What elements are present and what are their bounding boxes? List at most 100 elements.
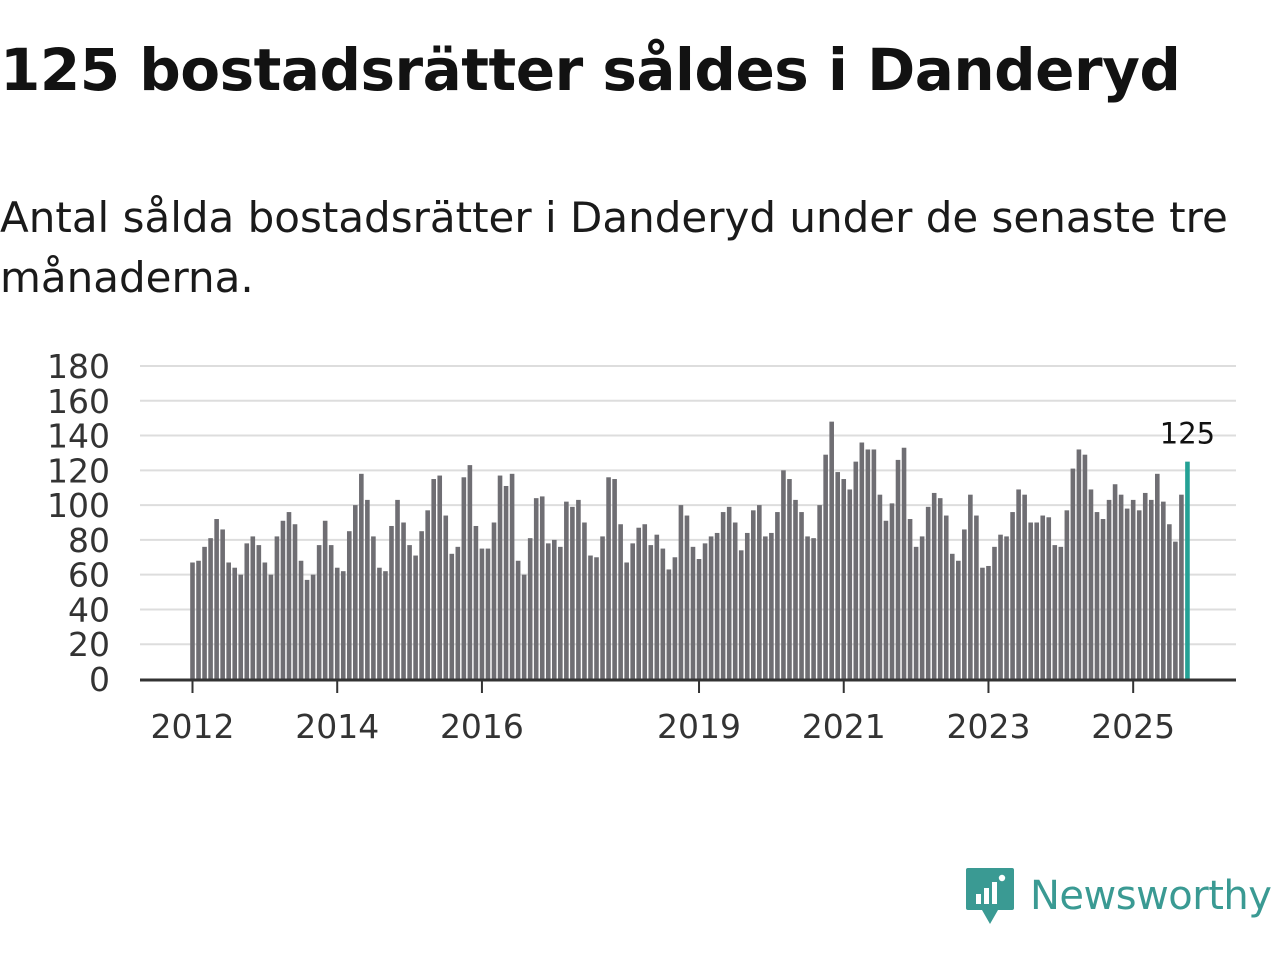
bar <box>340 571 346 679</box>
bar <box>304 579 310 679</box>
bar <box>280 520 286 679</box>
bar <box>564 501 569 679</box>
bar <box>353 505 358 679</box>
y-tick-label: 100 <box>47 486 110 525</box>
bar <box>262 562 268 679</box>
bar <box>612 479 617 679</box>
bar <box>666 569 672 679</box>
bar <box>582 522 587 679</box>
bar <box>913 546 919 679</box>
bar <box>455 546 461 679</box>
bar <box>449 553 455 679</box>
bar <box>642 524 648 679</box>
bar <box>256 545 262 679</box>
bar <box>570 506 575 679</box>
bar <box>214 519 219 679</box>
bar <box>1040 515 1046 679</box>
bar <box>1130 499 1136 679</box>
bar <box>883 520 889 679</box>
bar <box>1161 501 1166 679</box>
bar <box>292 524 298 679</box>
bar <box>521 574 527 679</box>
bar <box>998 534 1003 679</box>
bar <box>925 506 931 679</box>
bar <box>654 534 660 679</box>
bar <box>817 505 822 679</box>
bar <box>202 546 207 679</box>
bar <box>853 461 859 679</box>
y-tick-label: 120 <box>47 451 110 490</box>
bar <box>208 538 213 679</box>
bar <box>527 538 533 679</box>
bar <box>696 559 702 679</box>
bar <box>618 524 623 679</box>
bar <box>232 567 238 679</box>
newsworthy-brand-name: Newsworthy <box>1030 873 1272 919</box>
bar <box>648 545 654 679</box>
bar <box>346 531 352 679</box>
bar <box>678 505 684 679</box>
bar <box>1094 512 1100 679</box>
bar <box>1058 546 1064 679</box>
bar <box>413 555 418 679</box>
bar <box>310 574 316 679</box>
bar <box>196 560 201 679</box>
bar <box>461 477 467 679</box>
bar <box>558 546 563 679</box>
bar <box>552 539 557 679</box>
bar <box>190 562 195 679</box>
bar <box>1179 494 1184 679</box>
bar <box>1004 536 1009 679</box>
bar <box>962 529 967 679</box>
bar <box>829 421 834 679</box>
bar <box>322 520 328 679</box>
bar <box>1155 473 1160 679</box>
bar <box>624 562 629 679</box>
bar <box>1173 541 1178 679</box>
bar <box>491 522 497 679</box>
bar <box>316 545 322 679</box>
bar <box>1106 499 1112 679</box>
bar <box>334 567 340 679</box>
bar <box>1064 510 1070 679</box>
bar <box>1136 510 1142 679</box>
bar <box>720 512 726 679</box>
bar <box>877 494 883 679</box>
bar <box>726 506 732 679</box>
bar <box>775 512 780 679</box>
x-tick-label: 2014 <box>295 707 379 746</box>
x-tick-label: 2025 <box>1091 707 1175 746</box>
bar <box>244 543 250 679</box>
bar <box>769 532 774 679</box>
bar <box>298 560 304 679</box>
bar <box>781 470 786 679</box>
bar <box>672 557 678 679</box>
newsworthy-logo-icon <box>966 868 1014 924</box>
bar <box>787 479 792 679</box>
bar <box>835 472 841 679</box>
bar <box>606 477 611 679</box>
bar <box>714 532 720 679</box>
bar <box>986 565 991 679</box>
bar <box>744 532 750 679</box>
bar <box>919 536 925 679</box>
bar <box>636 527 642 679</box>
bar <box>539 496 545 679</box>
y-tick-label: 60 <box>68 556 110 595</box>
bar <box>479 548 485 679</box>
bar <box>968 494 973 679</box>
bar <box>250 536 256 679</box>
bar <box>763 536 768 679</box>
bar <box>389 525 394 679</box>
bar <box>401 522 406 679</box>
bar <box>467 465 473 679</box>
y-tick-label: 140 <box>47 417 110 456</box>
bar <box>1010 512 1015 679</box>
bar <box>443 515 449 679</box>
bar <box>980 567 985 679</box>
bar <box>793 499 798 679</box>
bar <box>545 543 551 679</box>
bar <box>600 536 605 679</box>
bar <box>732 522 738 679</box>
